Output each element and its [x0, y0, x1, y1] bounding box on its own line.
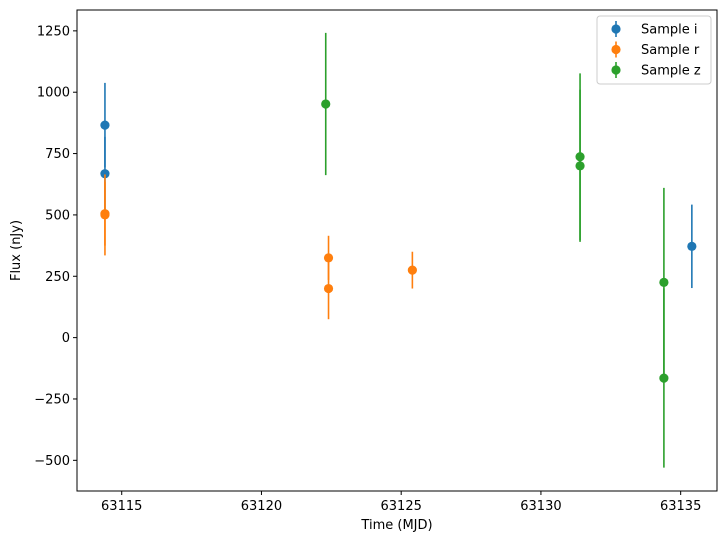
y-tick-label: −500	[34, 454, 70, 469]
series-sample-i	[100, 82, 697, 289]
y-tick-label: −250	[34, 392, 70, 407]
x-axis-ticks: 63115 63120 63125 63130 63135	[101, 491, 701, 514]
data-point	[100, 120, 110, 130]
data-point	[100, 210, 110, 220]
y-tick-label: 1250	[37, 24, 70, 39]
y-tick-label: 0	[62, 331, 70, 346]
legend-marker	[611, 65, 621, 75]
y-tick-label: 750	[45, 147, 70, 162]
plot-frame	[76, 9, 718, 492]
legend-box	[596, 15, 712, 85]
data-point	[659, 277, 669, 288]
y-tick-label: 500	[45, 208, 70, 223]
legend: Sample i Sample r Sample z	[596, 15, 712, 85]
data-point	[323, 283, 334, 294]
series-sample-r	[100, 174, 417, 320]
x-tick-label: 63135	[660, 499, 701, 514]
legend-marker	[611, 44, 621, 55]
data-point	[321, 99, 331, 109]
data-point	[323, 253, 334, 263]
x-tick-label: 63120	[241, 499, 282, 514]
legend-entry-label: Sample i	[641, 23, 698, 38]
series-sample-z	[321, 32, 669, 468]
y-axis-ticks: −500 −250 0 250 500 750 1000 1250	[34, 24, 77, 469]
legend-entry-label: Sample z	[641, 64, 701, 79]
x-tick-label: 63130	[520, 499, 561, 514]
legend-entry-label: Sample r	[641, 43, 700, 58]
data-point	[575, 161, 585, 171]
y-tick-label: 1000	[37, 86, 70, 101]
y-axis-label: Flux (nJy)	[9, 220, 24, 281]
x-tick-label: 63115	[101, 499, 142, 514]
data-point	[407, 265, 417, 275]
x-axis-label: Time (MJD)	[360, 518, 432, 533]
data-point	[575, 152, 585, 162]
legend-marker	[611, 24, 621, 34]
data-point	[659, 373, 669, 383]
x-tick-label: 63125	[381, 499, 422, 514]
data-point	[100, 169, 110, 179]
data-point	[687, 241, 697, 251]
y-tick-label: 250	[45, 270, 70, 285]
series-layer	[100, 32, 697, 468]
